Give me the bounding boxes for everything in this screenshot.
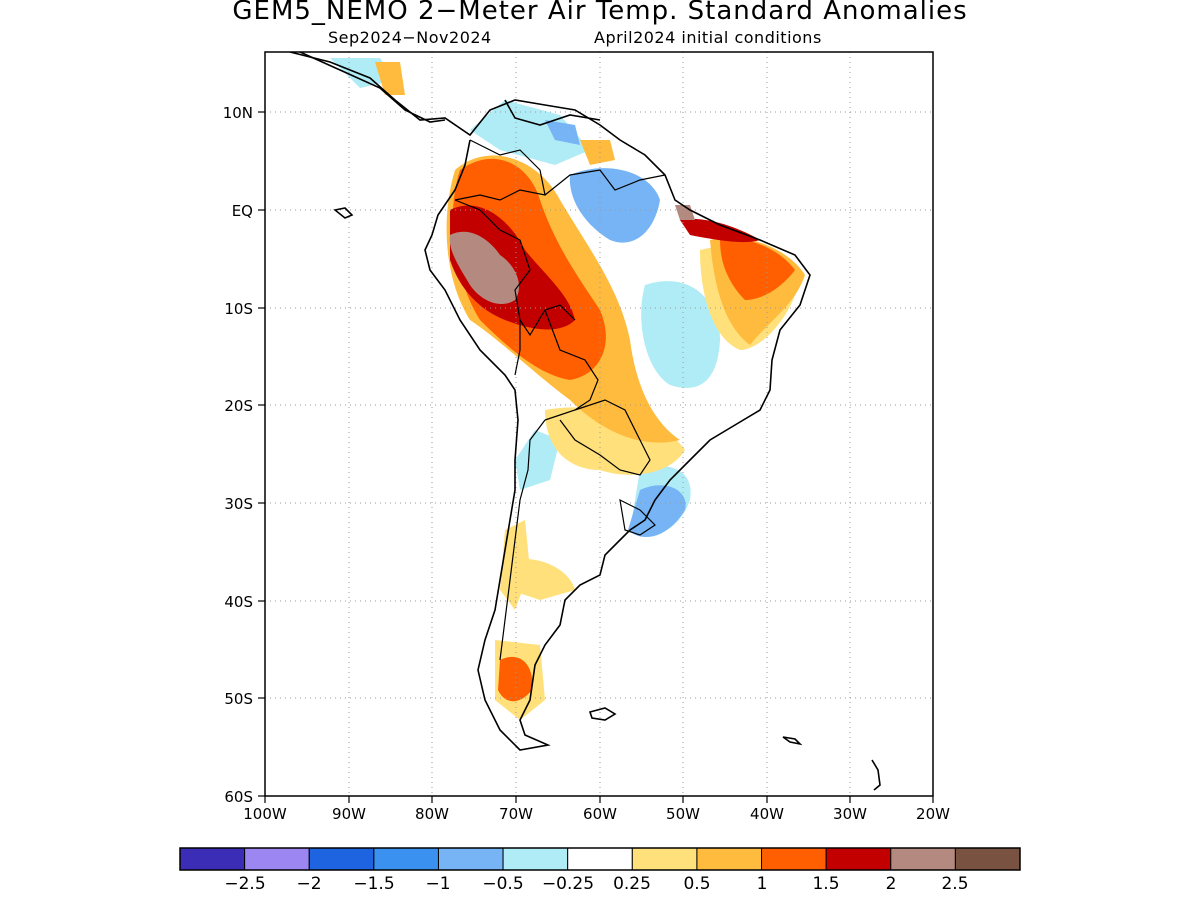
latitude-axis: 10N EQ 10S 20S 30S 40S 50S 60S [223,104,253,806]
colorbar-swatch [631,847,698,871]
colorbar-swatch [696,847,763,871]
colorbar-label: −1.5 [353,874,394,894]
country-border [559,399,651,476]
lat-tick-label: EQ [232,202,253,220]
colorbar-label: 1.5 [812,874,839,894]
colorbar-label: 0.5 [683,874,710,894]
island-south-georgia [782,736,803,746]
caribbean-coastline [504,99,601,126]
colorbar-swatch [761,847,827,871]
anomaly-region [569,168,660,243]
anomaly-region [545,120,580,145]
lon-tick-label: 70W [499,805,533,823]
lon-tick-label: 20W [916,805,950,823]
country-border [499,419,546,661]
colorbar-swatch [244,847,310,871]
colorbar-swatch [437,847,504,871]
colorbar-label: −0.5 [482,874,523,894]
anomaly-field [330,58,805,720]
island-galapagos [333,207,354,219]
colorbar-swatch [890,847,956,871]
colorbar-swatch [308,847,375,871]
colorbar-swatch [502,847,569,871]
anomaly-region [580,140,615,165]
lat-tick-label: 20S [224,397,253,415]
country-border [619,498,656,536]
lon-tick-label: 40W [750,805,784,823]
colorbar-swatch [373,847,439,871]
lon-tick-label: 50W [666,805,700,823]
colorbar-label: 2 [886,874,897,894]
lat-tick-label: 10S [224,300,253,318]
longitude-axis: 100W 90W 80W 70W 60W 50W 40W 30W 20W [243,805,950,823]
colorbar-label: −0.25 [542,874,594,894]
colorbar-label: −1 [425,874,450,894]
anomaly-region [510,559,575,600]
colorbar-swatch [179,847,246,871]
colorbar-labels: −2.5 −2 −1.5 −1 −0.5 −0.25 0.25 0.5 1 1.… [224,874,968,894]
map-title: GEM5_NEMO 2−Meter Air Temp. Standard Ano… [232,0,968,26]
lat-tick-label: 10N [223,104,253,122]
lon-tick-label: 60W [583,805,617,823]
colorbar-frame [179,847,1021,871]
lon-tick-label: 90W [332,805,366,823]
colorbar-swatch [825,847,892,871]
colorbar-swatch [567,847,633,871]
anomaly-region [375,62,405,95]
central-america-coastline [299,52,446,123]
tick-marks [258,111,934,803]
colorbar-label: 2.5 [941,874,968,894]
country-border [454,199,576,337]
colorbar-swatches [179,847,1021,871]
country-border [544,309,599,421]
coastline [289,52,881,791]
anomaly-region [680,218,760,243]
lon-tick-label: 30W [833,805,867,823]
forecast-period: Sep2024−Nov2024 [328,28,492,47]
colorbar-label: −2 [296,874,321,894]
country-border [514,320,521,376]
south-america-coastline [289,52,811,751]
lat-tick-label: 50S [224,690,253,708]
anomaly-region [628,485,686,538]
colorbar-swatch [954,847,1021,871]
country-border [544,169,666,196]
country-borders [454,139,666,661]
colorbar-label: −2.5 [224,874,265,894]
lat-tick-label: 30S [224,495,253,513]
colorbar-label: 1 [757,874,768,894]
initial-conditions: April2024 initial conditions [594,28,822,47]
anomaly-region [470,100,590,165]
lat-tick-label: 60S [224,788,253,806]
colorbar-label: 0.25 [613,874,651,894]
lon-tick-label: 100W [243,805,287,823]
map-frame [264,51,934,797]
anomaly-region [720,239,795,300]
lon-tick-label: 80W [415,805,449,823]
lat-tick-label: 40S [224,593,253,611]
island-south-sandwich [871,759,881,791]
colorbar: −2.5 −2 −1.5 −1 −0.5 −0.25 0.25 0.5 1 1.… [179,847,1021,894]
anomaly-region [675,205,695,220]
graticule [265,52,933,796]
island-falklands [588,707,617,721]
anomaly-region [449,231,520,305]
anomaly-region [498,656,533,702]
